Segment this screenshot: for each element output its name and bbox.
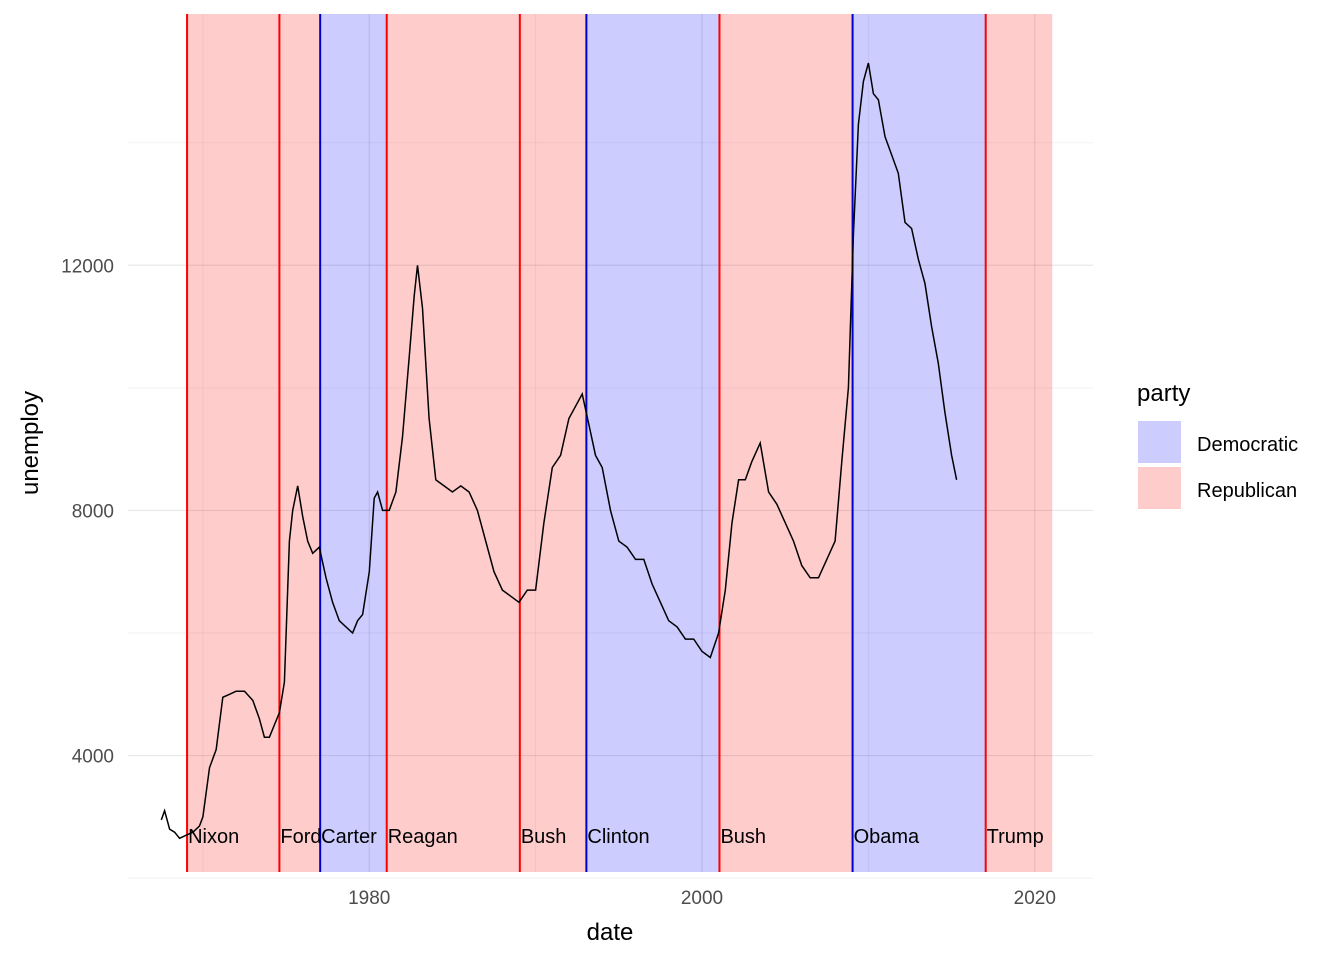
legend-key-republican (1138, 467, 1181, 509)
x-axis-title: date (587, 919, 634, 946)
band-nixon-0 (187, 14, 280, 872)
president-label-carter-2: Carter (321, 826, 377, 848)
legend-item-republican: Republican (1138, 467, 1297, 509)
president-label-reagan-3: Reagan (388, 826, 458, 848)
legend: party Democratic Republican (1137, 380, 1298, 509)
president-label-bush-4: Bush (521, 826, 567, 848)
band-bush-4 (519, 14, 587, 872)
president-bands (187, 14, 1053, 872)
unemploy-series-line (160, 62, 958, 840)
x-tick-2000: 2000 (681, 888, 723, 909)
band-obama-7 (852, 14, 986, 872)
president-label-ford-1: Ford (280, 826, 321, 848)
president-start-lines (186, 14, 987, 872)
legend-key-democratic (1138, 421, 1181, 463)
president-label-trump-8: Trump (987, 826, 1044, 848)
legend-label-republican: Republican (1197, 480, 1297, 502)
legend-label-democratic: Democratic (1197, 434, 1298, 456)
y-tick-8000: 8000 (72, 501, 114, 522)
legend-title: party (1137, 380, 1190, 407)
y-axis-title: unemploy (17, 391, 44, 495)
band-ford-1 (279, 14, 321, 872)
legend-item-democratic: Democratic (1138, 421, 1298, 463)
band-carter-2 (320, 14, 387, 872)
x-tick-labels: 1980 2000 2020 (348, 888, 1056, 909)
president-label-bush-6: Bush (720, 826, 766, 848)
president-labels: Nixon Ford Carter Reagan Bush Clinton Bush Obam… (188, 826, 1044, 848)
band-clinton-5 (586, 14, 720, 872)
x-tick-2020: 2020 (1014, 888, 1056, 909)
y-tick-4000: 4000 (72, 747, 114, 768)
president-label-obama-7: Obama (854, 826, 920, 848)
y-tick-labels: 4000 8000 12000 (61, 256, 114, 767)
president-label-clinton-5: Clinton (587, 826, 649, 848)
band-trump-8 (985, 14, 1053, 872)
band-bush-6 (719, 14, 853, 872)
y-tick-12000: 12000 (61, 256, 114, 277)
x-tick-1980: 1980 (348, 888, 390, 909)
president-label-nixon-0: Nixon (188, 826, 239, 848)
band-reagan-3 (386, 14, 520, 872)
